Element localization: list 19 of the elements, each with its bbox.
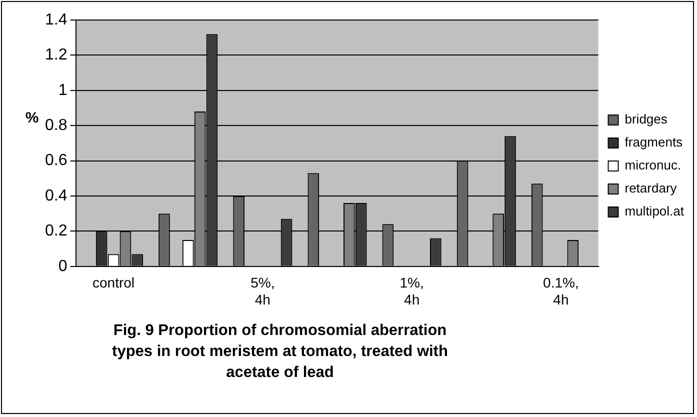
y-tick-label: 1.2	[44, 46, 68, 64]
y-tick-label: 0.6	[44, 152, 68, 170]
y-tick-label: 0.2	[44, 222, 68, 240]
y-axis-title: %	[25, 109, 39, 126]
y-tick-label: 0.4	[44, 187, 68, 204]
legend-label: bridges	[624, 112, 668, 127]
y-tick-label: 1.4	[44, 11, 68, 28]
legend-label: multipol.at	[624, 204, 684, 219]
y-tick-label: 0	[58, 258, 68, 275]
legend-label: micronuc.	[624, 158, 682, 173]
x-tick-label: control	[92, 274, 135, 291]
x-tick-label: 5%, 4h	[250, 274, 275, 308]
legend-label: fragments	[624, 134, 684, 150]
x-tick-label: 0.1%, 4h	[543, 274, 579, 308]
y-tick-label: 1	[58, 82, 68, 99]
legend-label: retardary	[624, 180, 678, 196]
text: Fig. 9 Proportion of chromosomial aberration types in root meristem at tomato, treated with acetate of lead	[111, 321, 449, 383]
x-tick-label: 1%, 4h	[400, 274, 424, 308]
y-tick-label: 0.8	[44, 117, 68, 134]
